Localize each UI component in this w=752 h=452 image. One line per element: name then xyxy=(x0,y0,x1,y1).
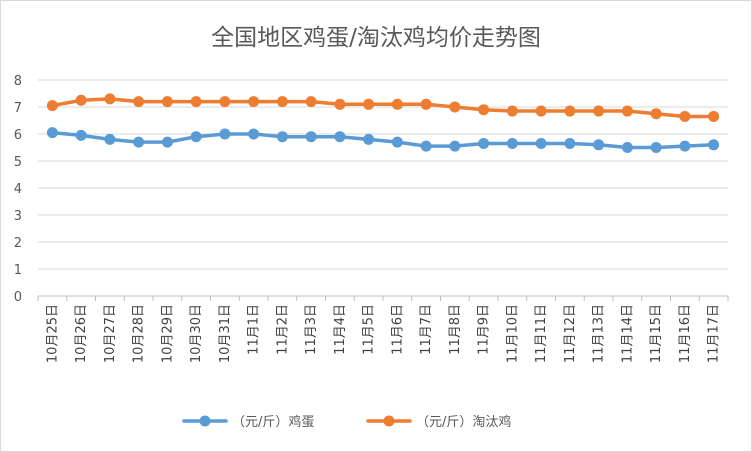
x-tick-label: 11月12日 xyxy=(563,304,578,363)
y-tick-label: 2 xyxy=(14,236,22,251)
data-point xyxy=(449,101,461,113)
y-tick-label: 8 xyxy=(14,74,22,89)
data-point xyxy=(161,96,173,108)
y-tick-label: 6 xyxy=(14,128,22,143)
x-tick-label: 11月17日 xyxy=(707,304,722,363)
data-point xyxy=(75,94,87,106)
x-tick-label: 11月6日 xyxy=(390,304,405,355)
y-tick-label: 3 xyxy=(14,209,22,224)
x-tick-label: 10月27日 xyxy=(103,304,118,363)
x-tick-label: 11月13日 xyxy=(592,304,607,363)
y-tick-label: 4 xyxy=(14,182,22,197)
x-tick-label: 11月7日 xyxy=(419,304,434,355)
data-point xyxy=(334,131,346,143)
data-point xyxy=(161,136,173,148)
legend-label: （元/斤）淘汰鸡 xyxy=(416,414,511,430)
data-point xyxy=(305,96,317,108)
data-point xyxy=(564,137,576,149)
data-point xyxy=(46,127,58,139)
x-tick-label: 11月1日 xyxy=(247,304,262,355)
data-point xyxy=(679,140,691,152)
series-line xyxy=(50,97,716,119)
legend-swatch-marker xyxy=(199,415,211,427)
x-tick-label: 11月5日 xyxy=(362,304,377,355)
data-point xyxy=(621,105,633,117)
data-point xyxy=(276,131,288,143)
data-point xyxy=(420,98,432,110)
data-point xyxy=(75,129,87,141)
y-axis-ticks: 0 1 2 3 4 5 6 7 8 xyxy=(14,74,22,305)
data-point xyxy=(219,96,231,108)
data-point xyxy=(506,137,518,149)
x-tick-label: 11月14日 xyxy=(620,304,635,363)
series-layer xyxy=(46,93,720,153)
data-point xyxy=(190,96,202,108)
x-tick-label: 11月11日 xyxy=(534,304,549,363)
x-tick-label: 10月31日 xyxy=(218,304,233,363)
y-tick-label: 7 xyxy=(14,101,22,116)
data-point xyxy=(133,136,145,148)
x-axis-ticks: 10月25日 10月26日 10月27日 10月28日 10月29日 10月30日 10月3… xyxy=(37,296,729,363)
y-tick-label: 1 xyxy=(14,263,22,278)
data-point xyxy=(564,105,576,117)
x-tick-label: 10月30日 xyxy=(189,304,204,363)
data-point xyxy=(104,133,116,145)
data-point xyxy=(708,139,720,151)
data-point xyxy=(276,96,288,108)
x-tick-label: 10月25日 xyxy=(45,304,60,363)
data-point xyxy=(478,104,490,116)
x-tick-label: 11月16日 xyxy=(678,304,693,363)
data-point xyxy=(708,110,720,122)
data-point xyxy=(420,140,432,152)
x-tick-label: 11月2日 xyxy=(275,304,290,355)
y-tick-label: 5 xyxy=(14,155,22,170)
x-tick-label: 11月15日 xyxy=(649,304,664,363)
data-point xyxy=(679,110,691,122)
x-tick-label: 11月8日 xyxy=(448,304,463,355)
data-point xyxy=(219,128,231,140)
data-point xyxy=(478,137,490,149)
legend: （元/斤）鸡蛋 （元/斤）淘汰鸡 xyxy=(182,414,511,430)
x-tick-label: 10月28日 xyxy=(132,304,147,363)
series-0 xyxy=(46,127,720,153)
data-point xyxy=(305,131,317,143)
x-tick-label: 11月3日 xyxy=(304,304,319,355)
data-point xyxy=(535,137,547,149)
data-point xyxy=(190,131,202,143)
x-tick-label: 10月29日 xyxy=(160,304,175,363)
data-point xyxy=(593,139,605,151)
data-point xyxy=(104,93,116,105)
data-point xyxy=(46,100,58,112)
data-point xyxy=(535,105,547,117)
chart-title: 全国地区鸡蛋/淘汰鸡均价走势图 xyxy=(211,25,541,51)
data-point xyxy=(650,142,662,153)
data-point xyxy=(593,105,605,117)
x-tick-label: 10月26日 xyxy=(74,304,89,363)
data-point xyxy=(621,142,633,153)
x-tick-label: 11月4日 xyxy=(333,304,348,355)
series-1 xyxy=(46,93,720,122)
data-point xyxy=(133,96,145,108)
legend-swatch-marker xyxy=(383,415,395,427)
y-tick-label: 0 xyxy=(14,290,22,305)
data-point xyxy=(506,105,518,117)
grid-layer xyxy=(38,79,728,297)
data-point xyxy=(334,98,346,110)
data-point xyxy=(391,98,403,110)
data-point xyxy=(248,96,260,108)
data-point xyxy=(248,128,260,140)
x-tick-label: 11月9日 xyxy=(477,304,492,355)
series-line xyxy=(50,130,716,150)
data-point xyxy=(650,108,662,120)
legend-label: （元/斤）鸡蛋 xyxy=(232,414,314,430)
data-point xyxy=(449,140,461,152)
data-point xyxy=(363,133,375,145)
x-tick-label: 11月10日 xyxy=(505,304,520,363)
data-point xyxy=(363,98,375,110)
data-point xyxy=(391,136,403,148)
